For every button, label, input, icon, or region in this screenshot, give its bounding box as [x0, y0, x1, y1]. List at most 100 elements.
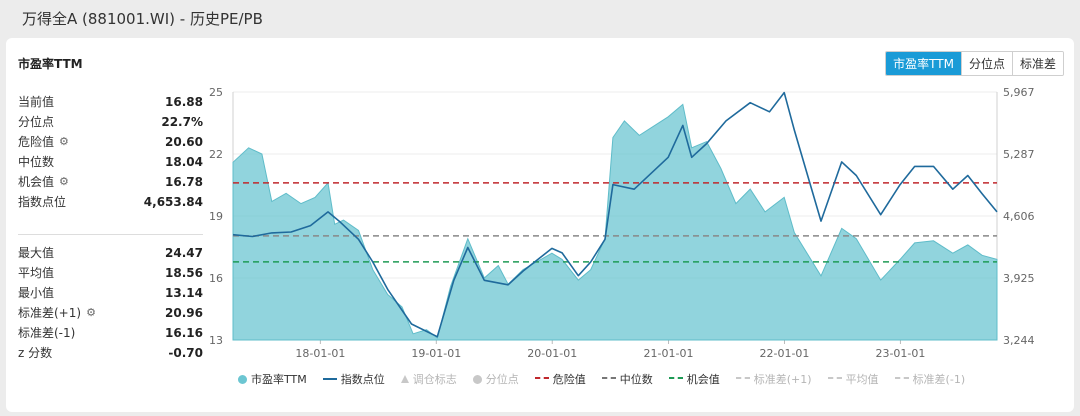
legend-label: 调仓标志 [412, 373, 457, 386]
stat-value: 18.56 [165, 266, 203, 280]
legend-dot-icon [238, 374, 247, 384]
stat-value: 16.78 [165, 175, 203, 189]
legend-item[interactable]: 分位点 [472, 371, 519, 387]
legend-dash-icon [601, 377, 616, 381]
stat-label: 指数点位 [18, 195, 67, 209]
tab-pe-ttm[interactable]: 市盈率TTM [886, 52, 961, 75]
gear-icon[interactable]: ⚙ [86, 306, 96, 319]
card-title: 市盈率TTM [18, 57, 83, 71]
y-left-tick-label: 13 [209, 334, 223, 347]
x-tick-label: 18-01-01 [295, 347, 345, 360]
index-level-line [232, 91, 998, 338]
y-left-tick-label: 19 [209, 210, 223, 223]
tab-std-dev[interactable]: 标准差 [1011, 52, 1063, 75]
stat-row: 当前值 16.88 [18, 92, 203, 112]
stat-value: 24.47 [165, 246, 203, 260]
legend-label: 机会值 [686, 373, 720, 386]
stat-value: 16.88 [165, 95, 203, 109]
x-tick-label: 23-01-01 [875, 347, 925, 360]
x-tick-label: 20-01-01 [527, 347, 577, 360]
stat-row: 平均值 18.56 [18, 263, 203, 283]
stat-label: 当前值 [18, 95, 55, 109]
stat-label: 中位数 [18, 155, 55, 169]
stats-secondary: 最大值 24.47 平均值 18.56 最小值 13.14 标准差(+1) ⚙ 20.96 标准差… [18, 243, 203, 363]
legend-item[interactable]: 机会值 [668, 371, 720, 387]
legend-label: 指数点位 [340, 373, 385, 386]
pe-card: 市盈率TTM 市盈率TTM 分位点 标准差 当前值 16.88 分位点 22.7% 危险… [6, 38, 1074, 412]
legend-item[interactable]: 危险值 [534, 371, 586, 387]
pe-ttm-area [232, 103, 998, 341]
stat-label: 最小值 [18, 286, 55, 300]
stat-value: 4,653.84 [143, 195, 203, 209]
y-left-tick-label: 22 [209, 148, 223, 161]
stat-value: -0.70 [168, 346, 203, 360]
gear-icon[interactable]: ⚙ [59, 135, 69, 148]
stat-row: 危险值 ⚙ 20.60 [18, 132, 203, 152]
legend-label: 标准差(-1) [912, 373, 966, 386]
y-right-tick-label: 5,967 [1003, 86, 1035, 99]
stat-row: 中位数 18.04 [18, 152, 203, 172]
x-tick-label: 21-01-01 [644, 347, 694, 360]
stat-row: 标准差(-1) 16.16 [18, 323, 203, 343]
stats-divider [18, 234, 203, 235]
chart-legend: 市盈率TTM 指数点位 调仓标志 分位点 危险值 中位数 机会值 标准差(+1) 平均值 标准差(… [238, 371, 981, 387]
legend-item[interactable]: 市盈率TTM [238, 371, 307, 387]
stat-row: z 分数 -0.70 [18, 343, 203, 363]
stat-value: 20.60 [165, 135, 203, 149]
stat-label: 机会值 [18, 175, 55, 189]
pe-chart: 13 16 19 22 25 3,244 3,925 4,606 5,287 5,967 18-01… [209, 86, 1035, 360]
stats-primary: 当前值 16.88 分位点 22.7% 危险值 ⚙ 20.60 中位数 18.04 机会值 ⚙ 16.… [18, 92, 203, 212]
x-tick-label: 22-01-01 [760, 347, 810, 360]
legend-item[interactable]: 中位数 [601, 371, 653, 387]
stat-value: 22.7% [161, 115, 203, 129]
y-right-tick-label: 5,287 [1003, 148, 1035, 161]
stat-row: 指数点位 4,653.84 [18, 192, 203, 212]
legend-label: 分位点 [485, 373, 519, 386]
legend-item[interactable]: 调仓标志 [400, 371, 457, 387]
legend-label: 危险值 [552, 373, 586, 386]
stat-value: 13.14 [165, 286, 203, 300]
legend-dash-icon [827, 377, 842, 381]
y-right-tick-label: 3,925 [1003, 272, 1035, 285]
y-right-tick-label: 4,606 [1003, 210, 1035, 223]
legend-item[interactable]: 标准差(+1) [735, 371, 812, 387]
stat-label: 最大值 [18, 246, 55, 260]
stat-value: 16.16 [165, 326, 203, 340]
stat-row: 机会值 ⚙ 16.78 [18, 172, 203, 192]
legend-item[interactable]: 指数点位 [322, 371, 385, 387]
stat-row: 标准差(+1) ⚙ 20.96 [18, 303, 203, 323]
stat-row: 最小值 13.14 [18, 283, 203, 303]
legend-dash-icon [534, 377, 549, 381]
stat-value: 18.04 [165, 155, 203, 169]
legend-label: 中位数 [619, 373, 653, 386]
legend-dash-icon [735, 377, 750, 381]
page-title: 万得全A (881001.WI) - 历史PE/PB [22, 10, 263, 28]
legend-item[interactable]: 平均值 [827, 371, 879, 387]
stat-label: 标准差(-1) [18, 326, 76, 340]
y-left-tick-label: 16 [209, 272, 223, 285]
stat-row: 分位点 22.7% [18, 112, 203, 132]
legend-item[interactable]: 标准差(-1) [894, 371, 966, 387]
stat-label: 分位点 [18, 115, 55, 129]
x-tick-label: 19-01-01 [411, 347, 461, 360]
metric-tabs: 市盈率TTM 分位点 标准差 [885, 51, 1064, 76]
tab-percentile[interactable]: 分位点 [960, 52, 1012, 75]
legend-label: 标准差(+1) [753, 373, 812, 386]
legend-dash-icon [668, 377, 683, 381]
title-bar: 万得全A (881001.WI) - 历史PE/PB [0, 0, 1080, 36]
legend-dot-icon [472, 374, 482, 384]
legend-line-icon [322, 378, 337, 380]
y-right-tick-label: 3,244 [1003, 334, 1035, 347]
legend-dash-icon [894, 377, 909, 381]
stat-label: 标准差(+1) [18, 306, 82, 320]
legend-triangle-icon [400, 375, 409, 383]
stat-label: z 分数 [18, 346, 53, 360]
stat-label: 危险值 [18, 135, 55, 149]
stat-label: 平均值 [18, 266, 55, 280]
stat-value: 20.96 [165, 306, 203, 320]
legend-label: 平均值 [845, 373, 879, 386]
gear-icon[interactable]: ⚙ [59, 175, 69, 188]
y-left-tick-label: 25 [209, 86, 223, 99]
legend-label: 市盈率TTM [251, 373, 307, 386]
stat-row: 最大值 24.47 [18, 243, 203, 263]
